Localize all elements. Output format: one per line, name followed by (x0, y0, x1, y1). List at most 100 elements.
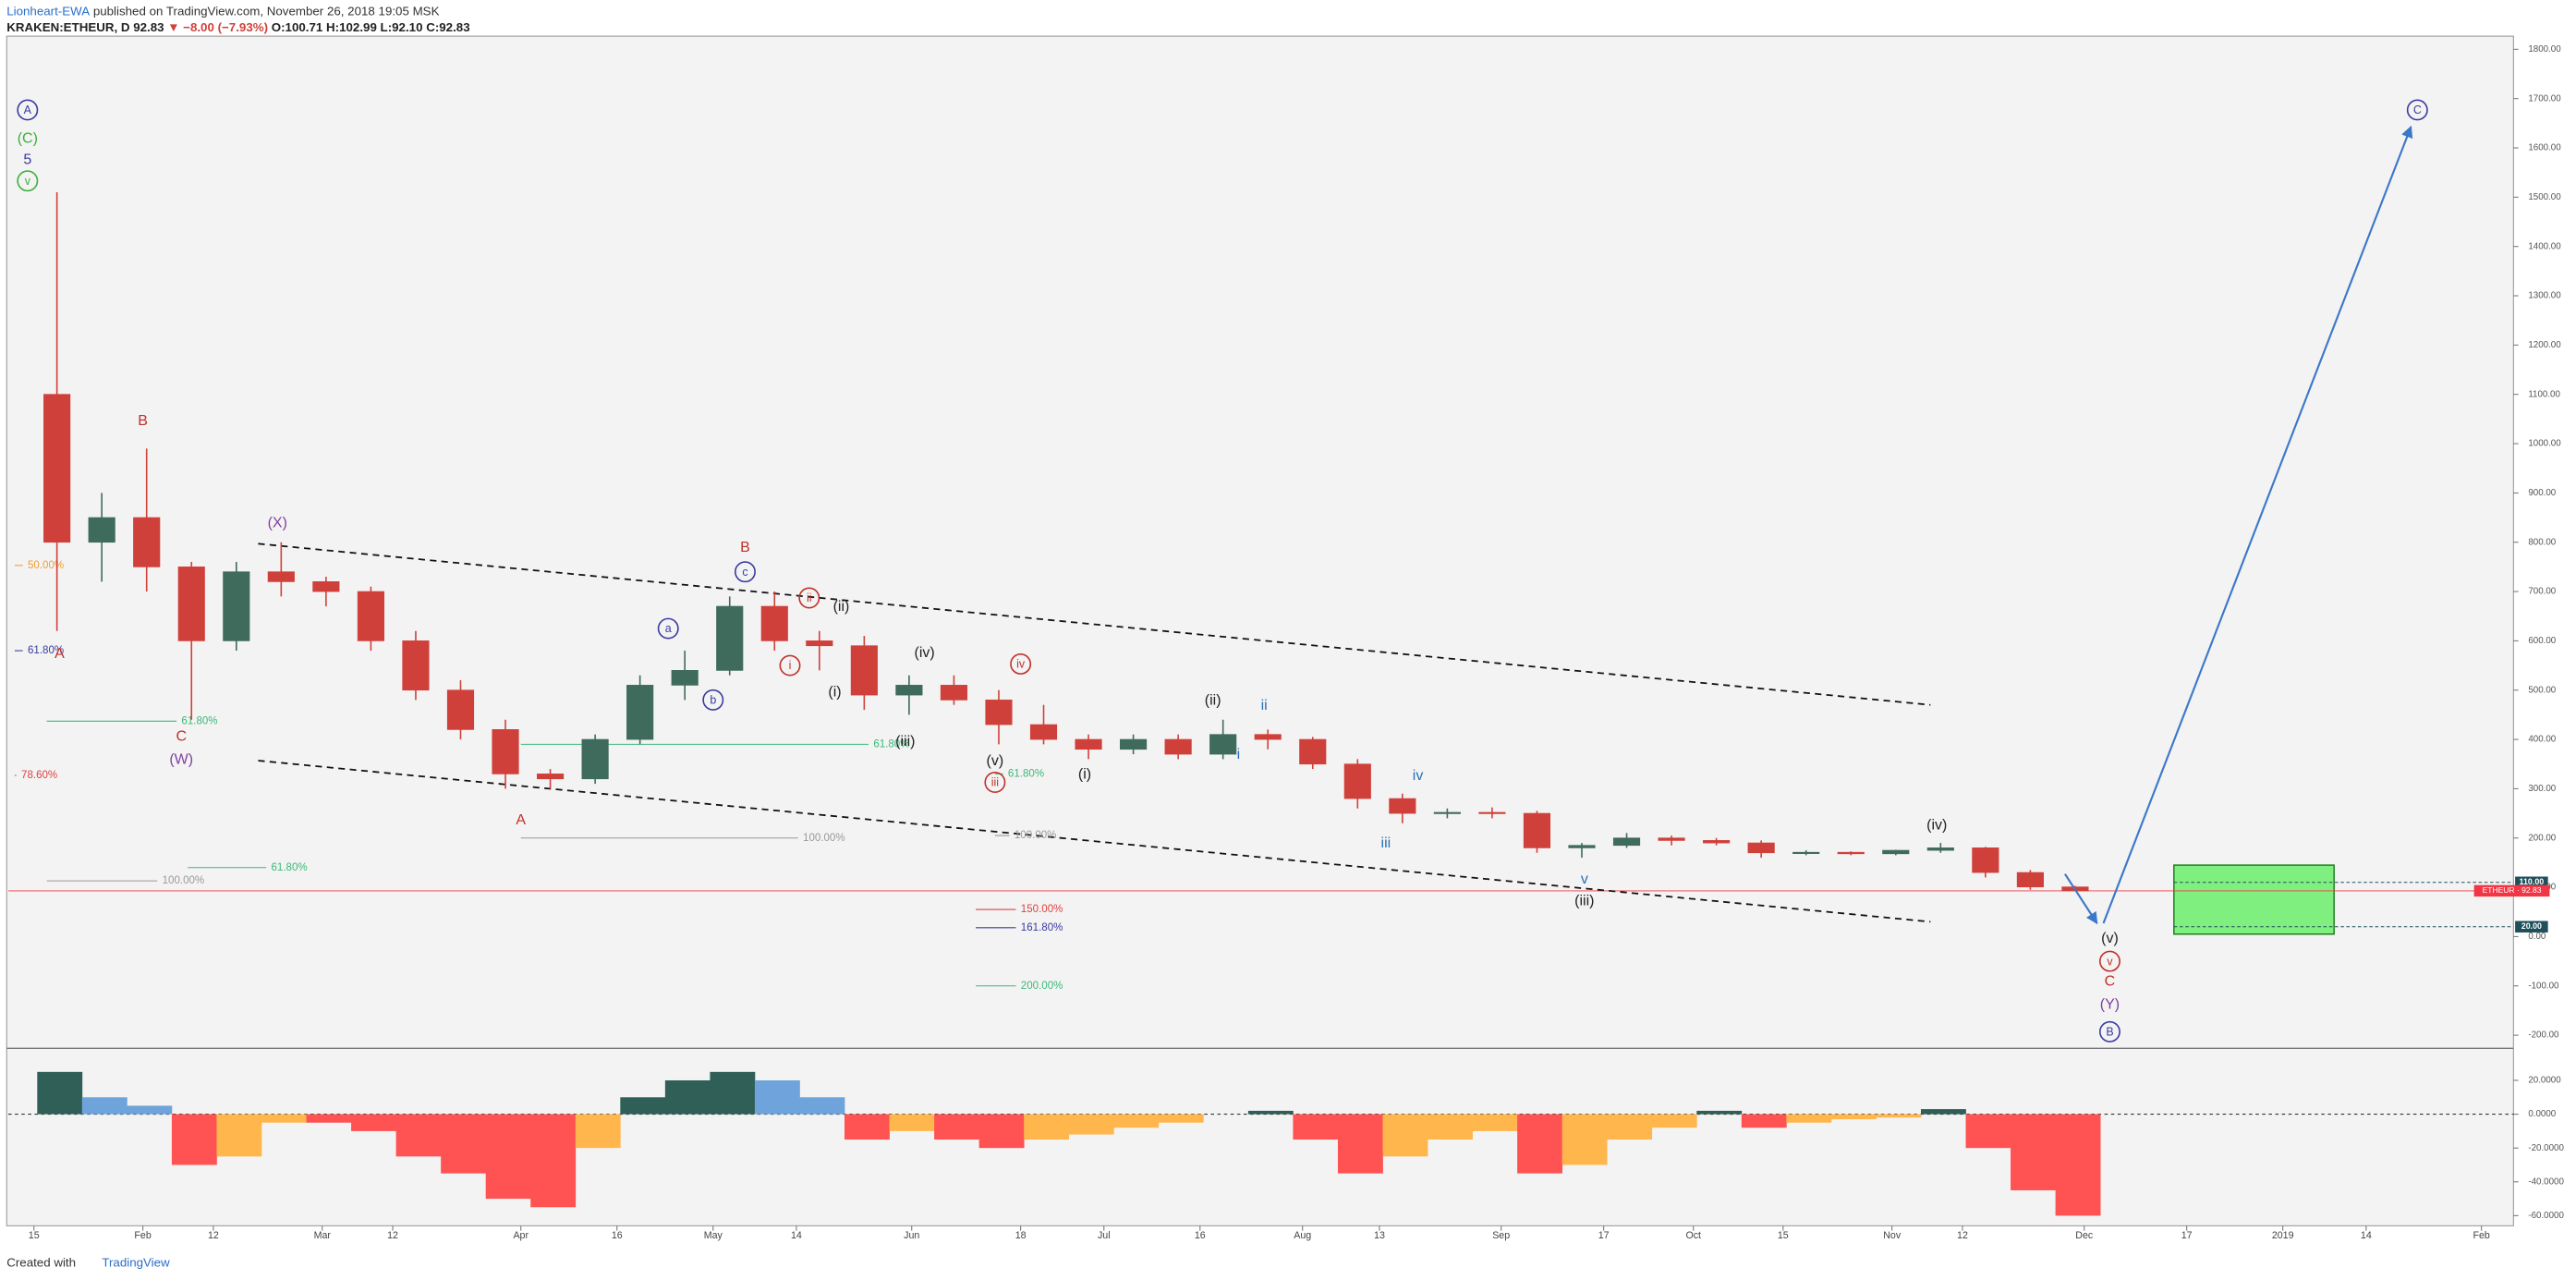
osc-bar (664, 1079, 711, 1115)
wave-circle (984, 772, 1006, 793)
wave-circle (17, 170, 39, 192)
wave-label: (v) (987, 753, 1004, 769)
x-tick-label: 13 (1374, 1230, 1385, 1241)
candle-body (1568, 845, 1596, 848)
wave-label: (ii) (833, 599, 850, 615)
osc-bar (1113, 1114, 1160, 1128)
x-tick-label: Nov (1883, 1230, 1902, 1241)
projection-arrow (2102, 125, 2413, 924)
fib-label: 61.80% (271, 862, 307, 873)
wave-label: A (55, 646, 65, 662)
wave-label: A (24, 104, 32, 116)
x-tick-label: Sep (1492, 1230, 1510, 1241)
candle-body (1837, 851, 1865, 855)
x-tick-label: 15 (29, 1230, 40, 1241)
x-tick-label: Feb (2473, 1230, 2489, 1241)
fib-label: 100.00% (163, 875, 205, 886)
header-line: Lionheart-EWA published on TradingView.c… (6, 4, 439, 18)
wave-label: (i) (828, 684, 841, 700)
osc-bar (710, 1071, 756, 1115)
published: published on TradingView.com, November 2… (93, 4, 440, 18)
candle-body (446, 689, 475, 730)
x-tick-label: 15 (1778, 1230, 1789, 1241)
fib-label: 161.80% (1021, 922, 1063, 933)
osc-bar (2055, 1114, 2101, 1216)
osc-bar (216, 1114, 262, 1157)
wave-label: ii (1261, 698, 1268, 713)
y-tick-label: 1100.00 (2528, 389, 2560, 399)
candle-body (312, 581, 340, 592)
y-tick-label: 300.00 (2528, 784, 2556, 794)
candle-body (1254, 734, 1282, 740)
osc-bar (2011, 1114, 2056, 1190)
wave-circle (2406, 99, 2428, 121)
osc-bar (575, 1114, 621, 1149)
wave-circle (734, 561, 756, 583)
x-tick-label: Jun (904, 1230, 919, 1241)
candle-body (940, 685, 968, 701)
candle-body (1612, 837, 1641, 847)
x-tick-label: May (704, 1230, 723, 1241)
y-tick-label: 900.00 (2528, 488, 2556, 498)
y-tick-label: 400.00 (2528, 735, 2556, 745)
last-price-label: ETHEUR · 92.83 (2483, 885, 2542, 895)
fib-label: 61.80% (181, 715, 217, 726)
candle-body (1299, 738, 1327, 765)
y-tick-label: -100.00 (2528, 981, 2559, 991)
candle-body (806, 640, 833, 647)
candle-body (1747, 842, 1775, 854)
wave-label: c (742, 566, 747, 579)
fib-label: 61.80% (28, 645, 64, 656)
osc-bar (81, 1097, 128, 1115)
wave-circle (2098, 950, 2120, 972)
wave-label: iv (1016, 658, 1026, 671)
osc-y-tick-label: -40.0000 (2528, 1176, 2564, 1187)
wave-label: A (516, 812, 526, 828)
x-tick-label: 14 (791, 1230, 802, 1241)
osc-y-tick-label: -20.0000 (2528, 1143, 2564, 1153)
osc-bar (127, 1105, 173, 1115)
wave-label: iii (1381, 835, 1391, 851)
plot-area (6, 35, 2514, 1226)
candle-body (223, 571, 250, 641)
level-tag-label: 110.00 (2520, 877, 2545, 886)
footer-brand[interactable]: TradingView (102, 1256, 170, 1270)
wave-label: C (2413, 104, 2422, 116)
x-tick-label: 17 (2181, 1230, 2193, 1241)
fib-label: 78.60% (21, 770, 57, 781)
candle-body (581, 738, 609, 780)
wave-label: i (789, 659, 792, 672)
y-tick-label: 1600.00 (2528, 143, 2561, 153)
x-tick-label: 12 (1957, 1230, 1968, 1241)
osc-bar (1247, 1110, 1294, 1115)
candle-body (1882, 849, 1910, 855)
fib-label: 100.00% (1015, 830, 1057, 841)
osc-bar (1158, 1114, 1204, 1123)
candle-body (1523, 812, 1551, 848)
osc-bar (530, 1114, 577, 1208)
candle-body (2016, 872, 2044, 888)
x-tick-label: Mar (314, 1230, 332, 1241)
candle-body (536, 774, 565, 780)
wave-label: a (665, 622, 672, 635)
wave-label: v (25, 175, 31, 188)
osc-bar (1472, 1114, 1518, 1131)
x-tick-label: Feb (134, 1230, 151, 1241)
author[interactable]: Lionheart-EWA (6, 4, 90, 18)
candle-body (267, 571, 295, 582)
change: ▼ −8.00 (−7.93%) (167, 20, 268, 34)
wave-label: (W) (169, 752, 193, 768)
osc-bar (1876, 1114, 1922, 1118)
ohlc: O:100.71 H:102.99 L:92.10 C:92.83 (272, 20, 470, 34)
y-tick-label: 500.00 (2528, 685, 2556, 695)
osc-bar (1786, 1114, 1832, 1123)
x-tick-label: 12 (208, 1230, 219, 1241)
wave-circle (1010, 652, 1032, 675)
wave-label: (i) (1078, 767, 1091, 783)
x-tick-label: 18 (1015, 1230, 1027, 1241)
symbol-line: KRAKEN:ETHEUR, D 92.83 ▼ −8.00 (−7.93%) … (6, 20, 469, 34)
y-tick-label: 1800.00 (2528, 44, 2561, 55)
wave-label: (iv) (1926, 817, 1947, 833)
y-tick-label: 1000.00 (2528, 439, 2561, 449)
wave-label: ii (807, 591, 812, 604)
